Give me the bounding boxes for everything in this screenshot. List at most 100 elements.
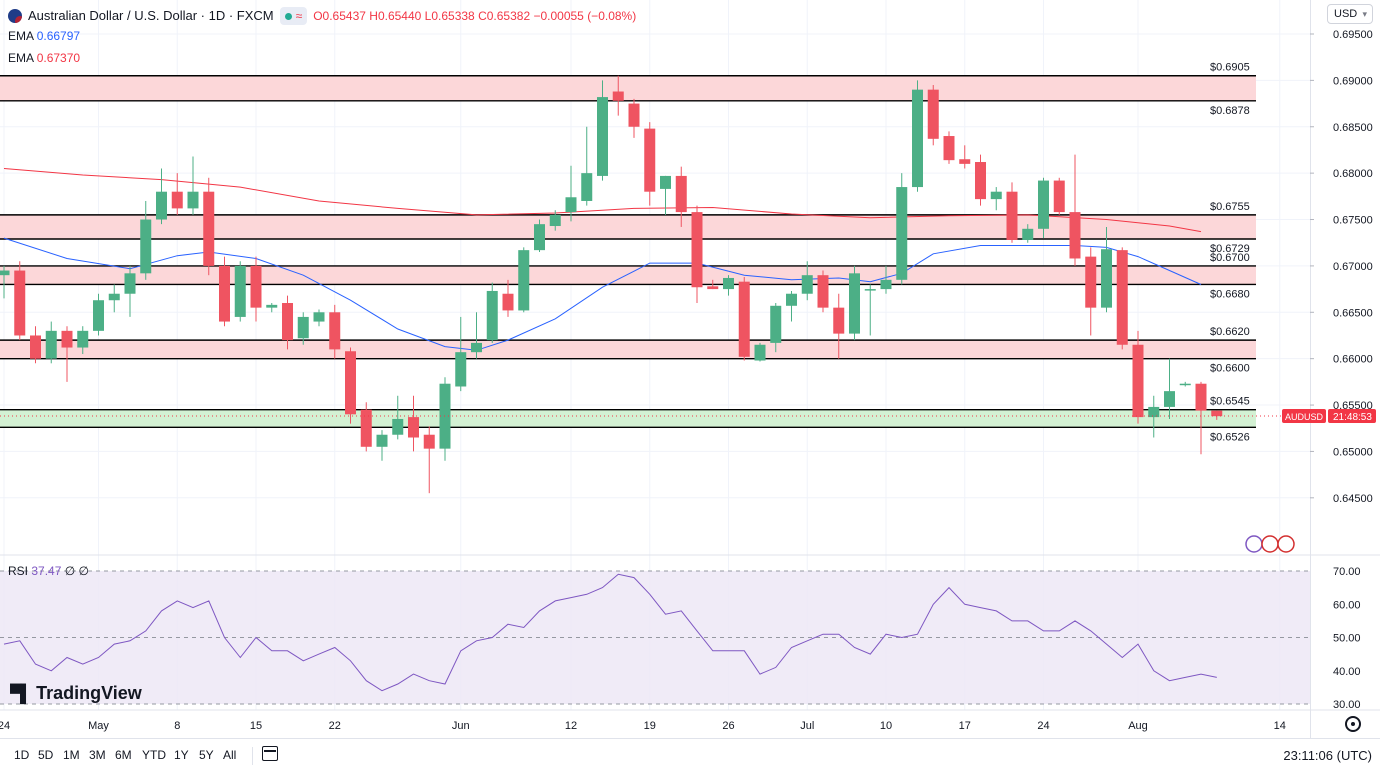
candle-body [329,312,341,350]
candle-body [376,434,388,447]
candle-body [927,89,939,139]
rsi-extra: ∅ ∅ [64,564,89,578]
price-tick-label: 0.69000 [1333,75,1373,87]
candle-body [1053,180,1065,213]
candle-body [45,330,57,359]
zone-green [0,409,1256,428]
timeframe-1d[interactable]: 1D [14,748,30,762]
open-value: O0.65437 [313,9,366,23]
zone-price-label: $0.6755 [1210,201,1250,213]
market-status-pill[interactable]: ≈ [279,7,308,25]
candle-body [1038,180,1049,229]
candle-body [156,191,167,220]
candle-body [896,187,908,280]
candle-body [408,417,419,438]
candle-body [1101,249,1112,308]
rsi-tick-label: 50.00 [1333,633,1361,645]
candle-body [1069,212,1081,259]
time-axis-label: 8 [174,720,180,732]
candle-body [770,305,782,343]
candle-body [723,277,734,290]
price-tick-label: 0.64500 [1333,493,1373,505]
ema-blue-legend[interactable]: EMA 0.66797 [8,28,80,44]
timeframe-ytd[interactable]: YTD [142,748,166,762]
candle-body [187,191,199,209]
price-tick-label: 0.66500 [1333,307,1373,319]
symbol-tag [1282,408,1326,423]
close-value: C0.65382 [478,9,531,23]
candle-body [14,270,26,336]
candle-body [707,286,719,290]
candle-body [754,344,766,361]
utc-clock[interactable]: 23:11:06 (UTC) [1283,748,1372,763]
candle-body [597,97,608,176]
candle-body [124,273,136,294]
time-axis-label: 26 [722,720,734,732]
ema-red-line [3,168,1202,233]
candle-body [660,175,671,189]
low-value: L0.65338 [424,9,475,23]
rsi-value: 37.47 [31,564,62,578]
dividend-event-icon [1245,535,1263,553]
economic-event-icon [1277,535,1295,553]
price-tick-label: 0.68500 [1333,122,1373,134]
time-axis-label: Jul [800,720,814,732]
candle-body [266,304,278,308]
time-axis-label: May [88,720,109,732]
candle-body [0,270,10,276]
candle-body [282,303,293,341]
chevron-down-icon: ▾ [1362,9,1367,19]
candle-body [234,265,246,317]
candle-body [817,275,829,308]
rsi-tick-label: 40.00 [1333,666,1361,678]
currency-button-label: USD [1334,8,1358,20]
zone-price-label: $0.6545 [1210,396,1250,408]
candle-body [313,312,325,322]
timeframe-all[interactable]: All [223,748,237,762]
countdown-tag [1328,408,1376,423]
candle-body [392,418,404,435]
currency-button[interactable]: USD ▾ [1327,4,1373,24]
gear-icon[interactable] [1345,716,1361,732]
rsi-line [3,573,1217,692]
candle-body [1022,228,1034,240]
candle-body [628,103,640,127]
candle-body [171,191,183,209]
candle-body [30,335,41,359]
timeframe-6m[interactable]: 6M [115,748,132,762]
ema-blue-value: 0.66797 [36,29,81,43]
rsi-tick-label: 70.00 [1333,566,1361,578]
candle-body [581,173,593,201]
symbol-title[interactable]: Australian Dollar / U.S. Dollar · 1D · F… [28,8,274,23]
zone-red [0,265,1256,285]
candle-body [518,250,530,311]
candle-body [912,89,923,188]
zone-price-label: $0.6729 [1210,243,1250,255]
timeframe-5y[interactable]: 5Y [199,748,214,762]
candle-body [1148,406,1160,418]
candle-body [691,212,703,288]
rsi-label: RSI [8,564,29,578]
timeframe-1m[interactable]: 1M [63,748,80,762]
ema-red-legend[interactable]: EMA 0.67370 [8,50,80,66]
change-value: −0.00055 (−0.08%) [533,9,637,23]
watermark-text: TradingView [36,683,142,703]
candle-body [549,214,561,227]
time-axis-label: 17 [959,720,971,732]
symbol-legend: Australian Dollar / U.S. Dollar · 1D · F… [8,6,636,26]
calendar-icon[interactable] [262,746,278,761]
rsi-legend[interactable]: RSI 37.47 ∅ ∅ [8,563,89,579]
candle-body [801,275,813,294]
symbol-tag-label: AUDUSD [1285,412,1324,422]
time-axis-label: 10 [880,720,892,732]
timeframe-1y[interactable]: 1Y [174,748,189,762]
timeframe-3m[interactable]: 3M [89,748,106,762]
candle-body [880,279,892,290]
candle-body [959,159,971,164]
zone-price-label: $0.6526 [1210,431,1250,443]
timeframe-5d[interactable]: 5D [38,748,54,762]
high-value: H0.65440 [369,9,422,23]
chart-canvas[interactable]: $0.6905 $0.6878 $0.6755 $0.6729$0.6700 $0.66… [0,0,1380,738]
bottom-toolbar: 1D 5D 1M 3M 6M YTD 1Y 5Y All 23:11:06 (U… [0,738,1380,776]
